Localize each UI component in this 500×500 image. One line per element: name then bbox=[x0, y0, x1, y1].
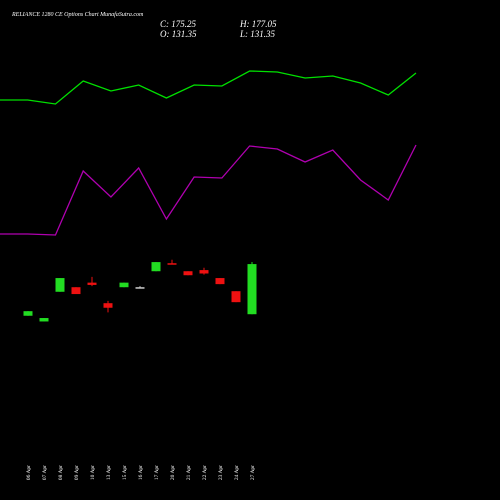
candle-body bbox=[151, 262, 161, 272]
candle-body bbox=[215, 278, 225, 285]
x-tick-label: 21 Apr bbox=[186, 465, 192, 480]
x-tick-label: 27 Apr bbox=[250, 465, 256, 480]
x-tick-label: 16 Apr bbox=[138, 465, 144, 480]
line bbox=[0, 70, 417, 105]
candle-body bbox=[103, 303, 113, 308]
x-tick-label: 24 Apr bbox=[234, 465, 240, 480]
candle-body bbox=[39, 318, 49, 322]
candle-body bbox=[119, 282, 129, 288]
x-tick-label: 15 Apr bbox=[122, 465, 128, 480]
candle-body bbox=[135, 287, 145, 289]
x-tick-label: 06 Apr bbox=[26, 465, 32, 480]
x-tick-label: 08 Apr bbox=[58, 465, 64, 480]
candle-body bbox=[23, 311, 33, 316]
close-label: C: 175.25 bbox=[160, 19, 197, 29]
chart-title: RELIANCE 1280 CE Options Chart MunafaSut… bbox=[11, 11, 144, 18]
high-label: H: 177.05 bbox=[239, 19, 277, 29]
candle-body bbox=[87, 282, 97, 285]
x-tick-label: 22 Apr bbox=[202, 465, 208, 480]
line bbox=[0, 144, 417, 236]
x-tick-label: 07 Apr bbox=[42, 465, 48, 480]
candle-body bbox=[231, 291, 241, 303]
candle-body bbox=[71, 287, 81, 295]
low-label: L: 131.35 bbox=[239, 29, 276, 39]
candle-body bbox=[199, 270, 209, 274]
open-label: O: 131.35 bbox=[160, 29, 197, 39]
x-tick-label: 17 Apr bbox=[154, 465, 160, 480]
x-tick-label: 10 Apr bbox=[90, 465, 96, 480]
x-tick-label: 23 Apr bbox=[218, 465, 224, 480]
x-tick-label: 13 Apr bbox=[106, 465, 112, 480]
candle-body bbox=[183, 271, 193, 276]
x-tick-label: 20 Apr bbox=[170, 465, 176, 480]
candle-body bbox=[167, 263, 177, 265]
candle-body bbox=[247, 264, 257, 315]
x-tick-label: 09 Apr bbox=[74, 465, 80, 480]
candle-body bbox=[55, 278, 65, 292]
